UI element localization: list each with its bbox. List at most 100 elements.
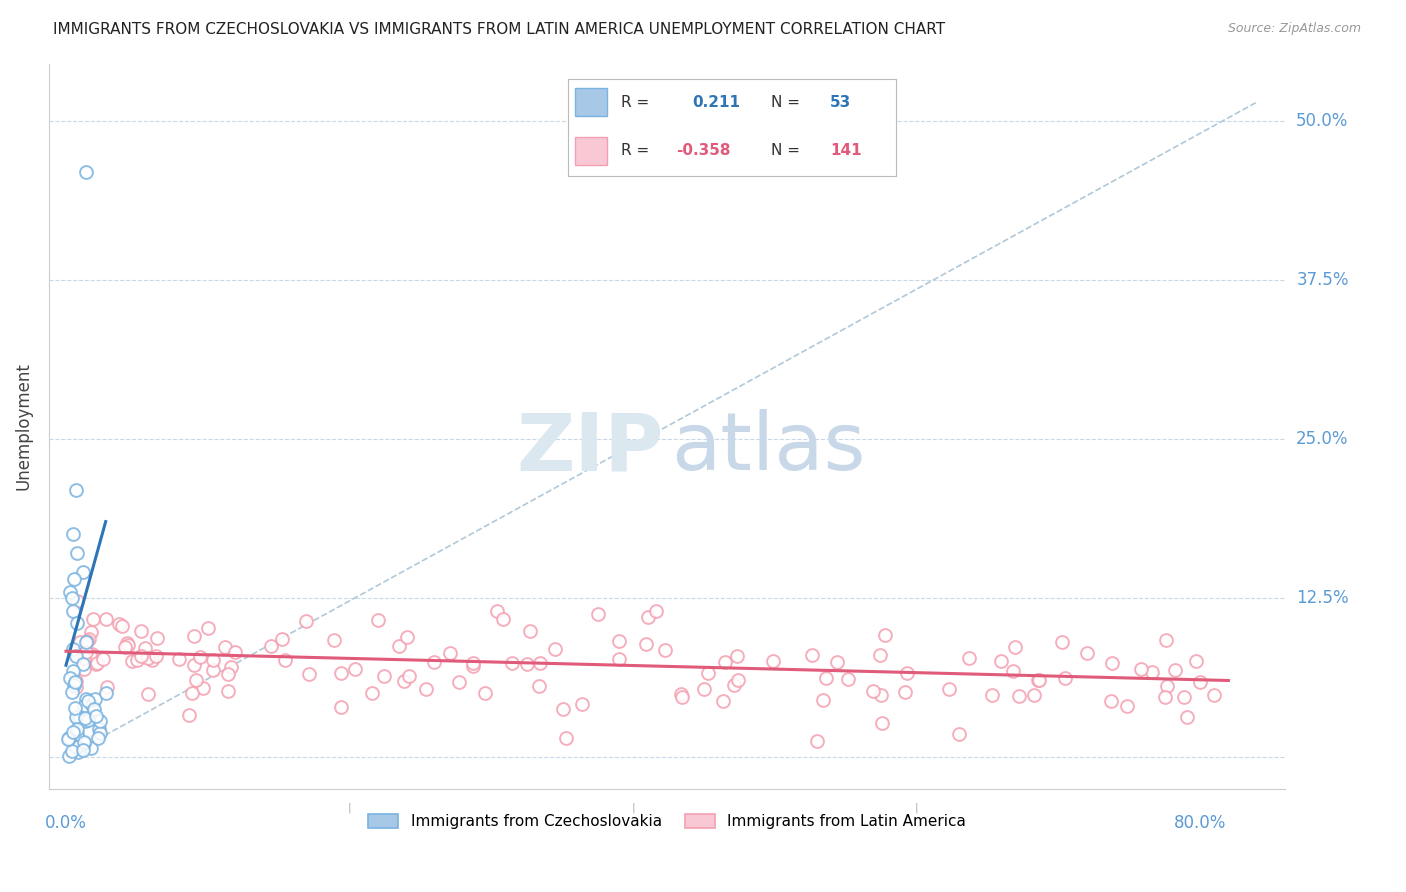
Point [486, 604, 509, 618]
Point [875, 628, 897, 642]
Point [59, 584, 82, 599]
Point [183, 658, 205, 673]
Point [58, 731, 80, 746]
Point [191, 681, 214, 695]
Point [224, 645, 246, 659]
Point [1050, 635, 1073, 649]
Point [75, 635, 97, 649]
Point [588, 607, 610, 622]
Point [896, 666, 918, 681]
Point [63, 572, 86, 586]
Point [84, 691, 107, 706]
Point [73, 736, 96, 750]
Text: |: | [347, 803, 352, 813]
Point [671, 687, 693, 701]
Point [73, 698, 96, 713]
Point [202, 653, 225, 667]
Text: Source: ZipAtlas.com: Source: ZipAtlas.com [1227, 22, 1361, 36]
Point [1024, 688, 1046, 702]
Point [136, 651, 159, 665]
Point [217, 666, 239, 681]
Point [94, 612, 117, 626]
Point [82, 612, 104, 626]
Point [1004, 640, 1026, 655]
Point [343, 662, 366, 676]
Point [72, 566, 94, 580]
Point [129, 624, 152, 639]
Point [692, 681, 714, 696]
Point [439, 646, 461, 660]
Point [167, 652, 190, 666]
Point [474, 686, 496, 700]
Point [461, 658, 484, 673]
Text: 50.0%: 50.0% [1296, 112, 1348, 130]
Point [66, 727, 89, 741]
Point [714, 655, 737, 669]
Point [394, 673, 416, 688]
Point [58, 731, 80, 745]
Point [1116, 698, 1139, 713]
Point [361, 686, 384, 700]
Point [59, 671, 82, 685]
Point [65, 483, 87, 497]
Point [571, 697, 593, 711]
Point [84, 709, 107, 723]
Point [73, 651, 96, 665]
Point [1156, 679, 1178, 693]
Point [529, 657, 551, 671]
Point [938, 681, 960, 696]
Point [62, 725, 84, 739]
Point [67, 711, 90, 725]
Point [183, 629, 205, 643]
Point [1008, 689, 1031, 703]
Point [75, 644, 97, 658]
Text: 80.0%: 80.0% [1174, 814, 1226, 831]
Point [551, 702, 574, 716]
Point [87, 731, 110, 746]
Point [1175, 710, 1198, 724]
Point [62, 642, 84, 657]
Point [723, 678, 745, 692]
Point [83, 701, 105, 715]
Point [811, 693, 834, 707]
Point [827, 655, 849, 669]
Point [527, 679, 550, 693]
Point [73, 662, 96, 676]
Point [815, 672, 838, 686]
Point [89, 722, 111, 736]
Point [607, 652, 630, 666]
Point [80, 741, 103, 756]
Point [73, 711, 96, 725]
Point [725, 648, 748, 663]
Point [117, 638, 139, 652]
Point [77, 632, 100, 646]
Point [1054, 671, 1077, 685]
Point [329, 699, 352, 714]
Point [274, 653, 297, 667]
Point [644, 604, 666, 618]
Point [66, 739, 89, 754]
Point [806, 734, 828, 748]
Point [1099, 693, 1122, 707]
Point [219, 660, 242, 674]
Point [762, 654, 785, 668]
Point [62, 604, 84, 618]
Point [727, 673, 749, 687]
Point [69, 635, 91, 649]
Point [134, 640, 156, 655]
Point [697, 666, 720, 681]
Point [330, 666, 353, 681]
Point [145, 648, 167, 663]
Point [197, 621, 219, 635]
Text: 0.0%: 0.0% [45, 814, 87, 831]
Point [800, 648, 823, 663]
Text: 37.5%: 37.5% [1296, 271, 1348, 289]
Point [79, 648, 101, 663]
Point [461, 656, 484, 670]
Point [79, 625, 101, 640]
Point [501, 656, 523, 670]
Point [69, 710, 91, 724]
Point [870, 715, 893, 730]
Point [1026, 673, 1049, 687]
Point [1164, 663, 1187, 677]
